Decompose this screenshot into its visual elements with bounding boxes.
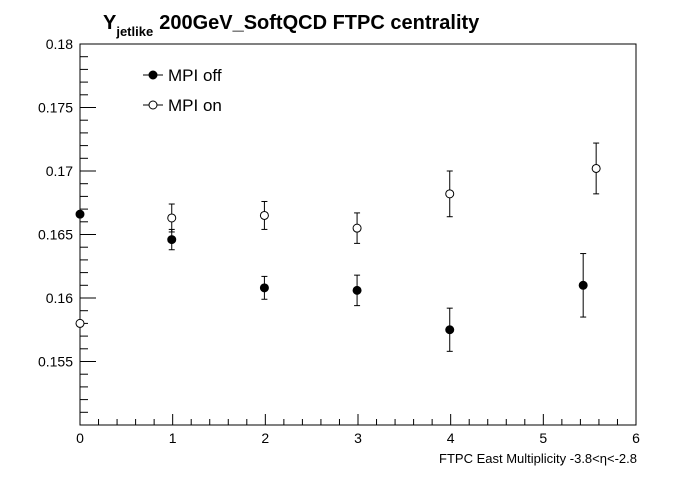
x-tick-label: 4 [447, 430, 455, 446]
series-layer [75, 142, 601, 352]
data-point [259, 283, 269, 293]
data-point [75, 209, 85, 219]
x-axis-label-symbol: η [600, 451, 607, 466]
plot-frame [79, 43, 637, 426]
chart-title: Yjetlike 200GeV_SoftQCD FTPC centrality [103, 12, 480, 39]
data-point [445, 325, 455, 335]
data-point [75, 318, 85, 328]
y-tick-label: 0.17 [46, 163, 73, 179]
x-tick-label: 5 [539, 430, 547, 446]
series-1 [75, 142, 601, 328]
series-0 [75, 209, 588, 352]
y-axis: 0.155 0.16 0.165 0.17 0.175 0.18 [38, 36, 96, 426]
x-axis: 0 1 2 3 4 5 6 [76, 414, 640, 446]
x-axis-label: FTPC East Multiplicity -3.8<η<-2.8 [439, 451, 637, 466]
data-point [167, 235, 177, 245]
x-tick-label: 1 [169, 430, 177, 446]
y-tick-label: 0.165 [38, 227, 73, 243]
data-point [445, 189, 455, 199]
x-axis-label-prefix: FTPC East Multiplicity -3.8< [439, 451, 600, 466]
data-point [352, 285, 362, 295]
x-axis-label-suffix: <-2.8 [607, 451, 637, 466]
title-rest: 200GeV_SoftQCD FTPC centrality [159, 12, 480, 34]
data-point [352, 223, 362, 233]
legend-label: MPI on [168, 96, 222, 115]
data-point [259, 210, 269, 220]
legend: MPI off MPI on [143, 66, 222, 115]
x-tick-label: 2 [261, 430, 269, 446]
y-tick-label: 0.16 [46, 290, 73, 306]
legend-label: MPI off [168, 66, 222, 85]
y-tick-label: 0.155 [38, 354, 73, 370]
x-tick-label: 0 [76, 430, 84, 446]
x-tick-label: 6 [632, 430, 640, 446]
data-point [578, 280, 588, 290]
data-point [167, 213, 177, 223]
y-tick-label: 0.175 [38, 100, 73, 116]
y-tick-label: 0.18 [46, 36, 73, 52]
title-subscript: jetlike [115, 24, 153, 39]
legend-marker [148, 100, 158, 110]
title-symbol: Y [103, 12, 117, 34]
legend-marker [148, 70, 158, 80]
data-point [591, 163, 601, 173]
x-tick-label: 3 [354, 430, 362, 446]
